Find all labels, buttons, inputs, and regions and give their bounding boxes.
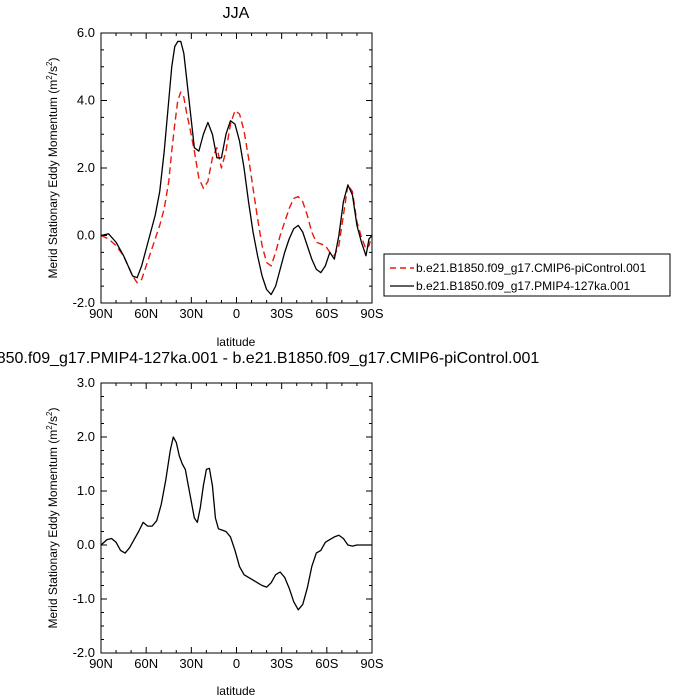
- top-x-axis-title: latitude: [217, 335, 256, 349]
- bottom-y-axis-title-sup: 2: [45, 425, 54, 430]
- bottom-y-axis-title-end: ): [46, 408, 60, 412]
- x-tick-label: 30S: [270, 656, 293, 671]
- legend-label-picontrol: b.e21.B1850.f09_g17.CMIP6-piControl.001: [416, 261, 646, 275]
- top-y-axis-title-main: Merid Stationary Eddy Momentum (m: [46, 80, 60, 279]
- y-tick-label: 2.0: [77, 429, 95, 444]
- y-tick-label: -2.0: [73, 645, 95, 660]
- bottom-plot-area: 90N 60N 30N 0 30S 60S 90S -2.0 -1.0 0.0 1.0 2.0 3.0: [73, 375, 384, 671]
- plot-frame: [100, 382, 373, 654]
- y-tick-label: 0.0: [77, 228, 95, 243]
- top-y-axis-title: Merid Stationary Eddy Momentum (m2/s2): [45, 58, 60, 279]
- x-tick-label: 90S: [360, 306, 383, 321]
- bottom-y-axis-title-sup2: 2: [45, 411, 54, 416]
- top-chart-title: JJA: [223, 5, 250, 22]
- series-line-difference: [101, 436, 372, 611]
- legend-box: [383, 253, 671, 297]
- x-tick-label: 90S: [360, 656, 383, 671]
- x-tick-label: 30N: [179, 306, 203, 321]
- top-y-axis-title-end: ): [46, 58, 60, 62]
- bottom-y-axis-title-main: Merid Stationary Eddy Momentum (m: [46, 430, 60, 629]
- bottom-chart: b.e21.B1850.f09_g17.PMIP4-127ka.001 - b.…: [0, 350, 539, 698]
- top-y-axis-title-sup2: 2: [45, 61, 54, 66]
- x-tick-label: 60N: [134, 306, 158, 321]
- legend-label-127ka: b.e21.B1850.f09_g17.PMIP4-127ka.001: [416, 279, 630, 293]
- x-tick-label: 0: [233, 306, 240, 321]
- top-chart: JJA 90N 60N 30N 0 30S 60S 90S-2.00.02.04.06.0 …: [45, 5, 671, 349]
- x-tick-label: 60N: [134, 656, 158, 671]
- x-tick-label: 90N: [89, 306, 113, 321]
- y-tick-label: 0.0: [77, 537, 95, 552]
- x-tick-label: 30S: [270, 306, 293, 321]
- top-plot-area: 90N 60N 30N 0 30S 60S 90S -2.0 0.0 2.0 4.0 6.0: [73, 25, 384, 321]
- series-line-cmip6-picontrol: [101, 91, 372, 284]
- y-tick-label: -1.0: [73, 591, 95, 606]
- bottom-x-axis-title: latitude: [217, 684, 256, 698]
- series-line-pmip4-127ka: [101, 40, 372, 296]
- bottom-y-axis-title: Merid Stationary Eddy Momentum (m2/s2): [45, 408, 60, 629]
- x-tick-label: 90N: [89, 656, 113, 671]
- y-tick-label: 3.0: [77, 375, 95, 390]
- y-tick-label: 6.0: [77, 25, 95, 40]
- plot-frame: [100, 32, 373, 304]
- top-y-axis-title-sup: 2: [45, 75, 54, 80]
- bottom-chart-title: b.e21.B1850.f09_g17.PMIP4-127ka.001 - b.…: [0, 350, 539, 367]
- x-tick-label: 0: [233, 656, 240, 671]
- y-tick-label: 4.0: [77, 93, 95, 108]
- x-tick-label: 30N: [179, 656, 203, 671]
- y-tick-label: 1.0: [77, 483, 95, 498]
- y-tick-label: 2.0: [77, 160, 95, 175]
- top-y-axis-title-mid: /s: [46, 66, 60, 75]
- y-tick-label: -2.0: [73, 295, 95, 310]
- x-tick-label: 60S: [315, 656, 338, 671]
- x-tick-label: 60S: [315, 306, 338, 321]
- bottom-y-axis-title-mid: /s: [46, 416, 60, 425]
- top-legend: b.e21.B1850.f09_g17.CMIP6-piControl.001 …: [383, 253, 671, 297]
